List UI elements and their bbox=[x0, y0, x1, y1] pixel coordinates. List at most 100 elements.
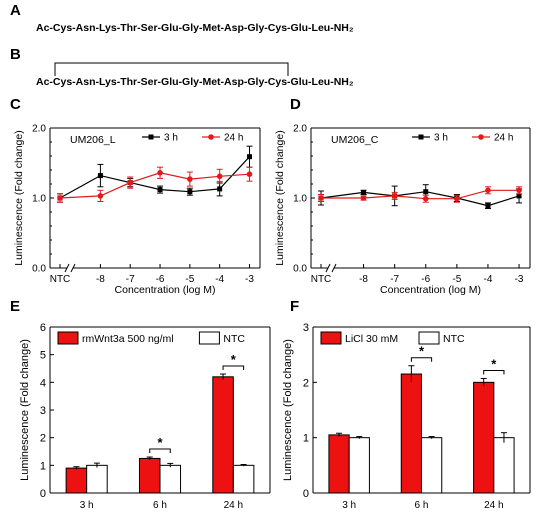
legend-marker bbox=[418, 134, 424, 140]
axis-break-mark bbox=[64, 263, 70, 273]
y-tick-label: 5 bbox=[40, 350, 46, 362]
y-axis-label: Luminescence (Fold change) bbox=[282, 339, 294, 481]
data-point-circle bbox=[516, 187, 522, 194]
data-point-square bbox=[247, 154, 252, 160]
panel-letter-c: C bbox=[10, 96, 21, 113]
x-tick-label: 6 h bbox=[415, 500, 429, 511]
data-point-circle bbox=[318, 195, 324, 201]
significance-star: * bbox=[157, 435, 163, 450]
legend-swatch bbox=[418, 331, 440, 345]
data-point-circle bbox=[485, 187, 491, 194]
bar bbox=[473, 381, 495, 494]
bar bbox=[421, 437, 443, 494]
y-tick-label: 2 bbox=[303, 377, 309, 389]
significance-bracket bbox=[410, 357, 433, 362]
legend-swatch bbox=[57, 331, 79, 345]
peptide-sequence-linear: Ac-Cys-Asn-Lys-Thr-Ser-Glu-Gly-Met-Asp-G… bbox=[36, 22, 354, 34]
panel-letter-d: D bbox=[290, 96, 301, 113]
y-tick-label: 0 bbox=[40, 488, 46, 500]
legend-marker bbox=[208, 134, 214, 140]
x-axis-label: Concentration (log M) bbox=[115, 284, 216, 296]
legend-swatch bbox=[320, 331, 342, 345]
legend-label: rmWnt3a 500 ng/ml bbox=[82, 333, 174, 345]
axis-break-gap bbox=[67, 265, 73, 271]
x-axis-label: Concentration (log M) bbox=[380, 284, 481, 296]
significance-star: * bbox=[419, 344, 425, 359]
panel-letter-a: A bbox=[10, 2, 21, 19]
x-tick-label: -7 bbox=[126, 274, 135, 285]
y-tick-label: 2 bbox=[40, 433, 46, 445]
bar bbox=[493, 437, 515, 494]
x-tick-label: 24 h bbox=[484, 500, 503, 511]
y-tick-label: 1.0 bbox=[32, 194, 46, 205]
x-tick-label: 24 h bbox=[224, 500, 243, 511]
y-tick-label: 6 bbox=[40, 322, 46, 334]
legend-marker bbox=[148, 134, 154, 140]
y-tick-label: 0.0 bbox=[32, 264, 46, 275]
x-tick-label: 6 h bbox=[153, 500, 167, 511]
x-tick-label: -4 bbox=[483, 274, 492, 285]
chart-title: UM206_C bbox=[331, 134, 379, 146]
y-tick-label: 0 bbox=[303, 488, 309, 500]
y-tick-label: 3 bbox=[40, 405, 46, 417]
y-tick-label: 2.0 bbox=[293, 124, 307, 135]
x-tick-label: -6 bbox=[156, 274, 165, 285]
significance-star: * bbox=[231, 352, 237, 367]
legend-label: 24 h bbox=[494, 133, 513, 144]
data-point-circle bbox=[246, 171, 253, 177]
significance-bracket bbox=[222, 365, 245, 371]
x-tick-label: -3 bbox=[245, 274, 254, 285]
legend-swatch bbox=[198, 331, 220, 345]
legend-label: 3 h bbox=[434, 133, 448, 144]
panel-letter-e: E bbox=[10, 298, 21, 315]
data-point-square bbox=[157, 187, 163, 193]
data-point-circle bbox=[216, 173, 223, 180]
y-tick-label: 0.0 bbox=[293, 264, 307, 275]
data-point-circle bbox=[127, 179, 134, 186]
bar bbox=[328, 434, 350, 494]
x-tick-label: -4 bbox=[215, 274, 224, 285]
y-tick-label: 1 bbox=[40, 460, 46, 472]
legend-marker bbox=[478, 134, 484, 140]
significance-bracket bbox=[149, 448, 171, 454]
y-tick-label: 1 bbox=[303, 433, 309, 445]
x-tick-label: -7 bbox=[390, 274, 399, 285]
x-tick-label: -8 bbox=[96, 274, 105, 285]
legend-label: NTC bbox=[223, 333, 245, 345]
data-point-square bbox=[423, 189, 429, 195]
data-point-square bbox=[516, 193, 522, 199]
data-point-circle bbox=[454, 195, 460, 202]
data-point-square bbox=[361, 189, 367, 195]
y-tick-label: 2.0 bbox=[32, 124, 46, 135]
x-tick-label: -5 bbox=[452, 274, 461, 285]
axis-break-gap bbox=[328, 265, 334, 271]
data-point-circle bbox=[391, 193, 398, 199]
y-axis-label: Luminescence (Fold change) bbox=[274, 130, 286, 265]
data-point-circle bbox=[422, 195, 429, 202]
data-point-circle bbox=[97, 193, 104, 199]
data-point-circle bbox=[360, 195, 367, 201]
y-axis-label: Luminescence (Fold change) bbox=[13, 130, 25, 265]
x-tick-label: NTC bbox=[50, 274, 71, 285]
panel-letter-f: F bbox=[290, 298, 300, 315]
x-tick-label: 3 h bbox=[342, 500, 356, 511]
x-tick-label: -8 bbox=[359, 274, 368, 285]
legend-label: NTC bbox=[443, 333, 465, 345]
bar bbox=[400, 373, 423, 494]
x-tick-label: -6 bbox=[421, 274, 430, 285]
data-point-square bbox=[485, 203, 491, 209]
x-tick-label: NTC bbox=[311, 274, 332, 285]
x-tick-label: 3 h bbox=[80, 500, 94, 511]
bar bbox=[348, 437, 370, 494]
significance-star: * bbox=[491, 356, 497, 371]
chart-title: UM206_L bbox=[70, 134, 116, 146]
legend-label: 24 h bbox=[224, 133, 243, 144]
y-tick-label: 1.0 bbox=[293, 194, 307, 205]
data-point-square bbox=[217, 186, 223, 192]
x-tick-label: -3 bbox=[515, 274, 524, 285]
data-point-circle bbox=[157, 170, 163, 176]
